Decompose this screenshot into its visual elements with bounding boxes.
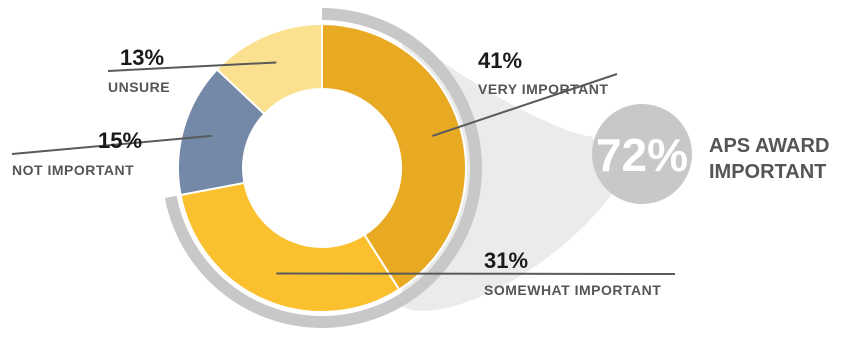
value-label-very-important: 41% [478, 48, 522, 73]
slice-somewhat-important [179, 181, 401, 313]
highlight-text-line-1: APS AWARD [709, 135, 829, 157]
leader-line-very-important [432, 73, 618, 137]
category-label-not-important: NOT IMPORTANT [12, 162, 134, 178]
leader-line-unsure [107, 61, 277, 72]
leader-line-not-important [11, 134, 212, 155]
highlight-value: 72% [596, 129, 688, 181]
slice-label-somewhat-important: 31% SOMEWHAT IMPORTANT [484, 248, 661, 298]
slice-label-not-important: 15% NOT IMPORTANT [12, 128, 142, 178]
highlight-text-line-2: IMPORTANT [709, 161, 826, 183]
category-label-unsure: UNSURE [108, 79, 170, 95]
slice-label-unsure: 13% UNSURE [108, 45, 170, 95]
category-label-very-important: VERY IMPORTANT [478, 81, 608, 97]
slice-unsure [215, 22, 323, 116]
value-label-not-important: 15% [98, 128, 142, 153]
leader-lines [11, 61, 676, 275]
category-label-somewhat-important: SOMEWHAT IMPORTANT [484, 282, 661, 298]
value-label-somewhat-important: 31% [484, 248, 528, 273]
highlight-circle [592, 104, 692, 204]
slice-very-important [321, 22, 467, 291]
slice-label-very-important: 41% VERY IMPORTANT [478, 48, 608, 97]
donut-slices [177, 22, 467, 313]
value-label-unsure: 13% [120, 45, 164, 70]
